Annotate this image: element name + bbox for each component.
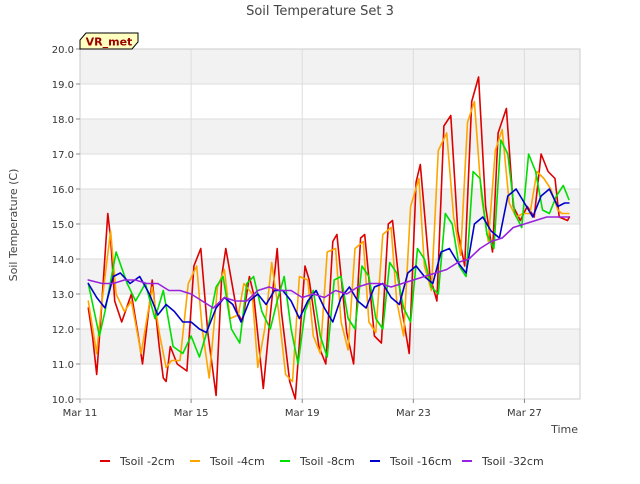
x-axis-label: Time xyxy=(550,423,578,436)
y-tick-label: 15.0 xyxy=(52,220,74,231)
y-tick-label: 13.0 xyxy=(52,290,74,301)
legend-label-3: Tsoil -8cm xyxy=(299,455,355,468)
series-layer xyxy=(87,76,571,400)
y-tick-label: 19.0 xyxy=(52,80,74,91)
y-tick-label: 12.0 xyxy=(52,325,74,336)
y-tick-label: 11.0 xyxy=(52,360,74,371)
y-tick-label: 17.0 xyxy=(52,150,74,161)
x-tick-label: Mar 23 xyxy=(396,408,431,419)
plot-area xyxy=(79,48,581,400)
y-tick-label: 20.0 xyxy=(52,45,74,56)
y-tick-label: 10.0 xyxy=(52,395,74,406)
legend-label-5: Tsoil -32cm xyxy=(481,455,544,468)
series-line-4 xyxy=(87,188,570,334)
legend-label-2: Tsoil -4cm xyxy=(209,455,265,468)
x-tick-label: Mar 27 xyxy=(507,408,542,419)
legend: Tsoil -2cm Tsoil -4cm Tsoil -8cm Tsoil -16c… xyxy=(100,455,544,468)
y-tick-label: 14.0 xyxy=(52,255,74,266)
y-tick-label: 16.0 xyxy=(52,185,74,196)
chart-title: Soil Temperature Set 3 xyxy=(246,4,394,19)
series-line-2 xyxy=(87,100,570,383)
y-axis-label: Soil Temperature (C) xyxy=(7,169,20,282)
plot-band xyxy=(80,49,580,84)
y-tick-label: 18.0 xyxy=(52,115,74,126)
series-line-5 xyxy=(87,216,570,309)
x-tick-label: Mar 15 xyxy=(174,408,209,419)
site-label-box: VR_met xyxy=(79,32,139,50)
x-tick-label: Mar 11 xyxy=(63,408,98,419)
legend-label-4: Tsoil -16cm xyxy=(389,455,452,468)
legend-label-1: Tsoil -2cm xyxy=(119,455,175,468)
series-line-3 xyxy=(87,139,570,365)
y-axis: 10.0 11.0 12.0 13.0 14.0 15.0 16.0 17.0 18.0 19.0… xyxy=(52,45,80,406)
x-tick-label: Mar 19 xyxy=(285,408,320,419)
x-axis: Mar 11 Mar 15 Mar 19 Mar 23 Mar 27 xyxy=(63,399,542,419)
site-label: VR_met xyxy=(86,36,133,49)
